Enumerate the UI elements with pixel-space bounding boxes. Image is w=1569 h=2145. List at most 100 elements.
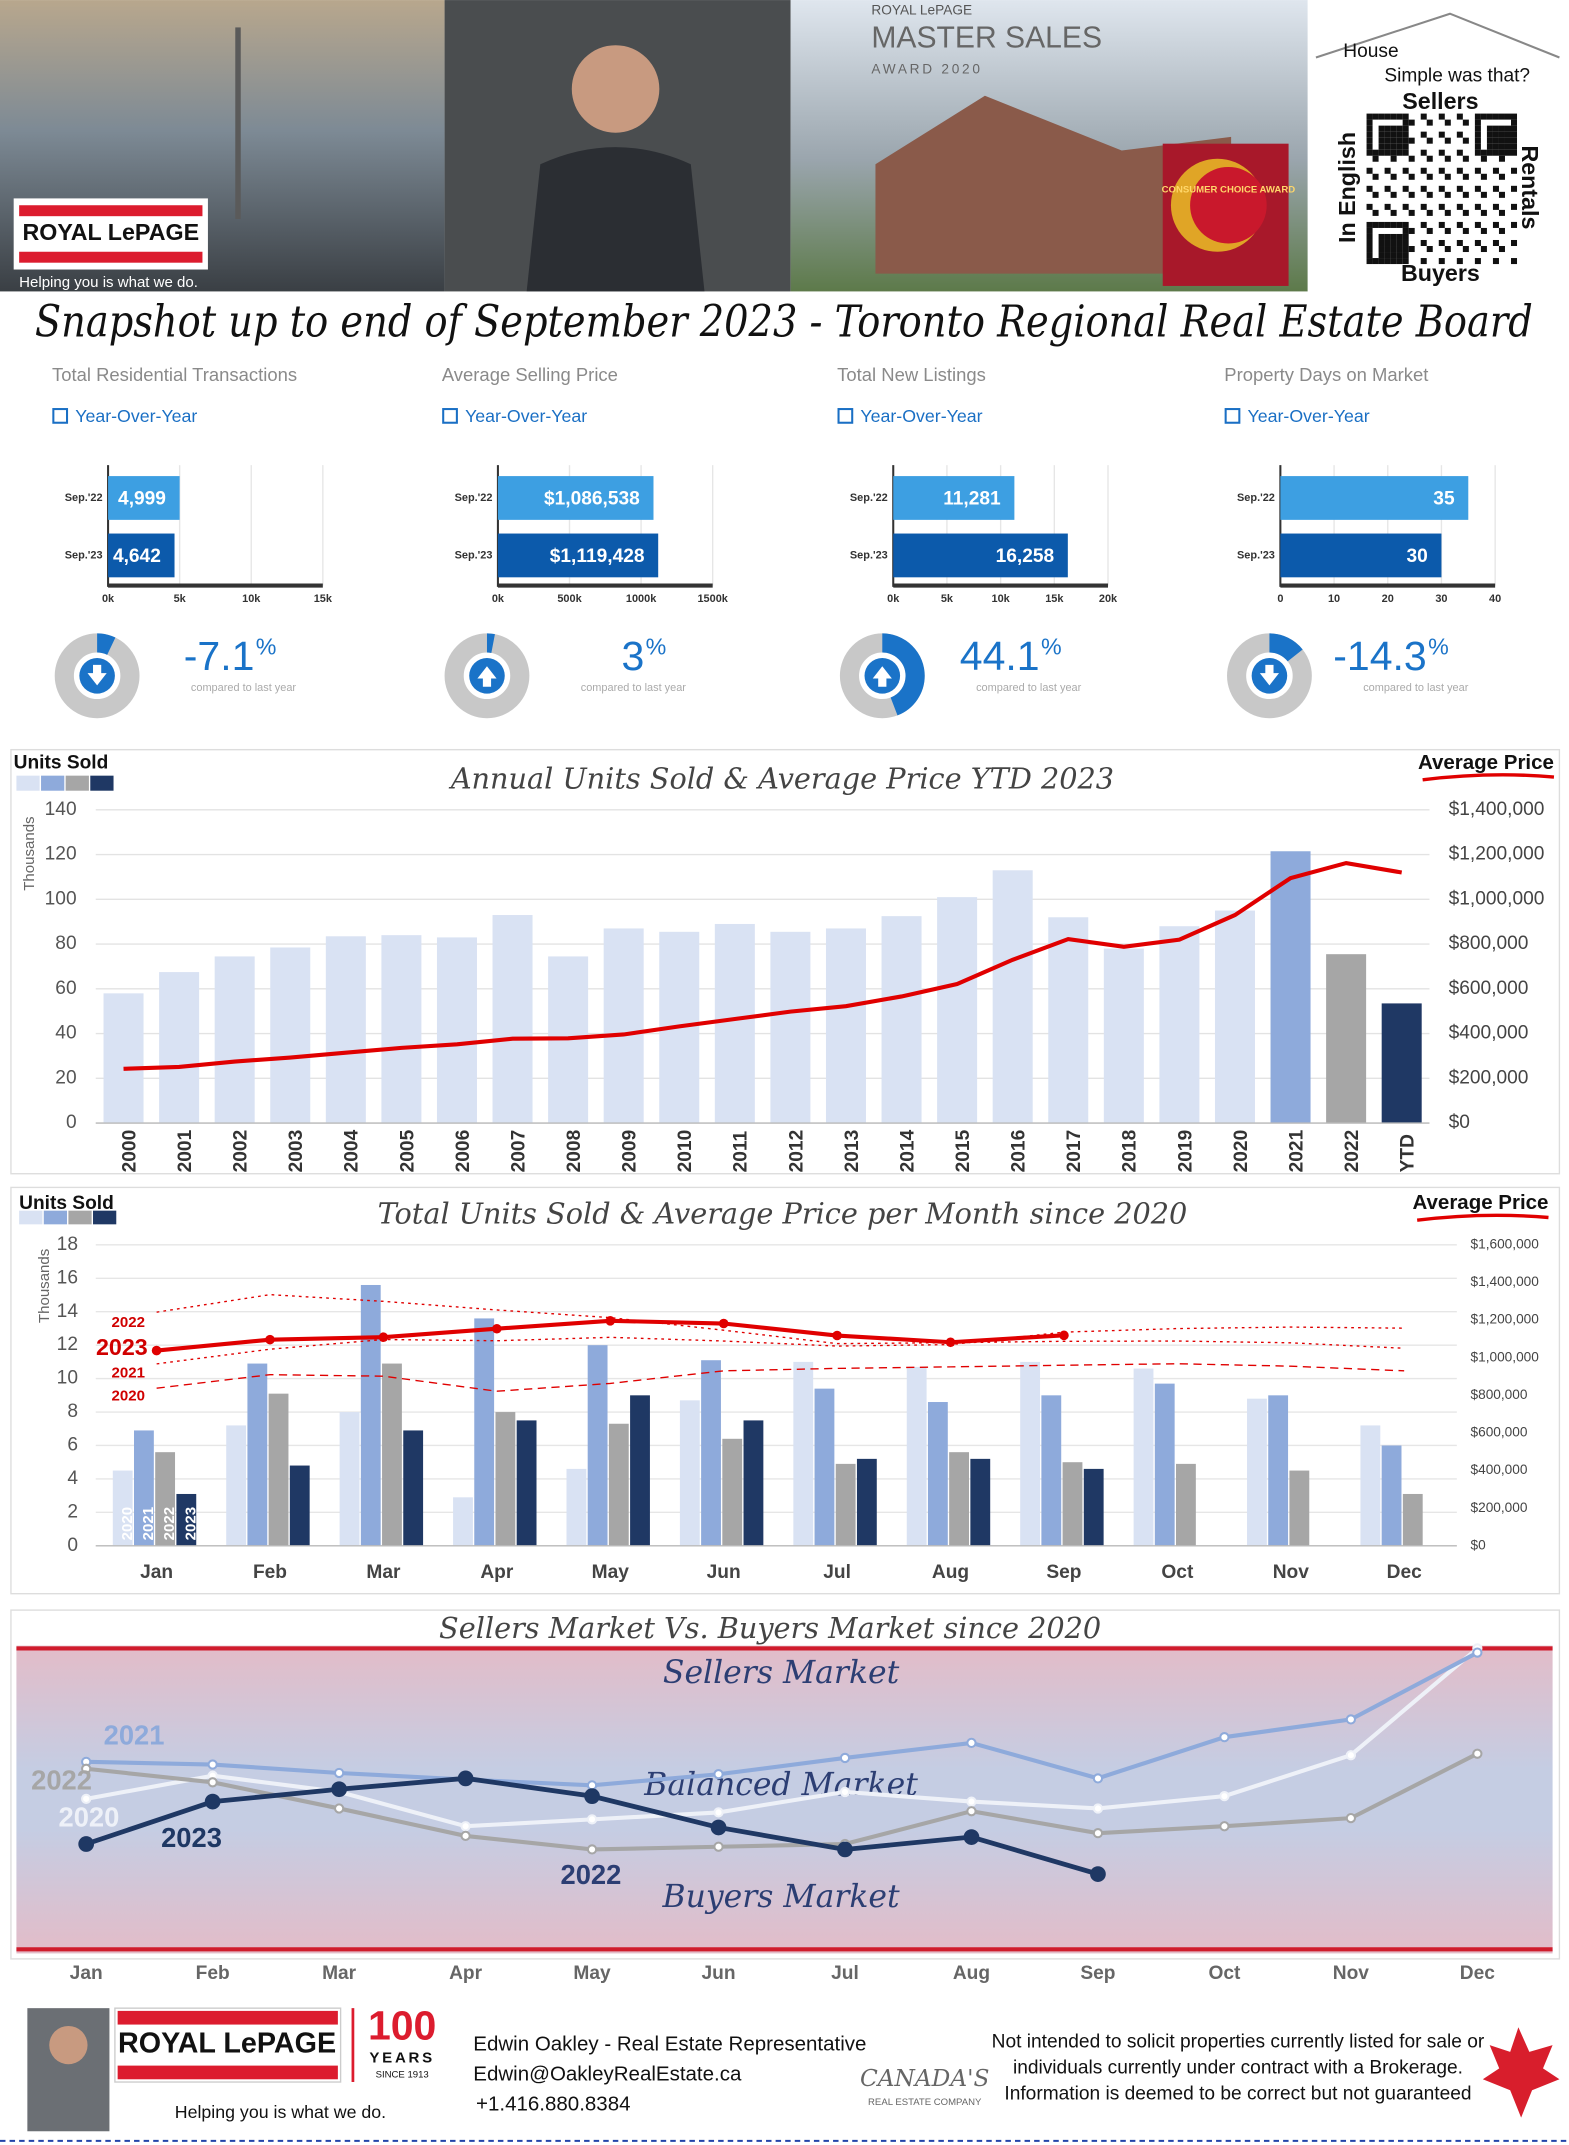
market-point — [207, 1759, 218, 1770]
bar — [835, 1463, 856, 1546]
y-tick-label: 2 — [67, 1501, 78, 1522]
x-tick-label: Nov — [1273, 1562, 1310, 1583]
legend-line — [1416, 1213, 1549, 1222]
qr-cell — [1444, 119, 1451, 126]
qr-cell — [1511, 137, 1518, 144]
change-unit: % — [646, 634, 667, 660]
price-point — [945, 1337, 956, 1348]
qr-cell — [1474, 149, 1481, 156]
value-label: 4,642 — [113, 546, 161, 567]
y2-tick-label: $0 — [1471, 1537, 1487, 1552]
bar — [1159, 926, 1200, 1124]
qr-code — [1366, 113, 1518, 265]
house — [875, 95, 1232, 274]
bar — [1326, 954, 1367, 1124]
qr-cell — [1420, 221, 1427, 228]
qr-cell — [1474, 203, 1481, 210]
y-tick-label: 120 — [45, 844, 77, 865]
x-tick-label: Dec — [1387, 1562, 1422, 1583]
calendar-icon — [1224, 408, 1241, 424]
bar — [825, 928, 866, 1124]
bar — [133, 1430, 154, 1546]
qr-cell — [1372, 173, 1379, 180]
value-label: 30 — [1406, 546, 1427, 567]
bar — [743, 1420, 764, 1546]
x-tick-label: 2008 — [564, 1129, 585, 1172]
bar — [108, 476, 180, 520]
category-label: Sep.'22 — [65, 492, 103, 504]
bar — [793, 1361, 814, 1546]
qr-cell — [1408, 191, 1415, 198]
market-point — [584, 1788, 600, 1805]
qr-cell — [1456, 239, 1463, 247]
y-axis-label: Thousands — [21, 816, 38, 890]
qr-cell — [1366, 149, 1373, 156]
y-tick-label: 0 — [66, 1112, 77, 1133]
bar — [701, 1360, 721, 1546]
x-tick-label: 20 — [1382, 593, 1394, 605]
qr-cell — [1378, 221, 1385, 228]
qr-cell — [1420, 149, 1427, 156]
donut-track — [1227, 633, 1312, 719]
bar — [1270, 851, 1311, 1124]
change-note: compared to last year — [191, 682, 297, 694]
y2-tick-label: $200,000 — [1449, 1067, 1529, 1088]
x-tick-label: 2020 — [1231, 1130, 1252, 1173]
market-point — [713, 1769, 724, 1780]
market-point — [1092, 1828, 1104, 1839]
calendar-icon — [837, 408, 854, 424]
tagline: Helping you is what we do. — [19, 274, 198, 291]
qr-cell — [1438, 185, 1445, 192]
y-tick-label: 18 — [57, 1234, 78, 1255]
qr-cell — [1390, 191, 1397, 198]
qr-right: Rentals — [1517, 145, 1543, 229]
series-label: 2021 — [104, 1720, 165, 1751]
x-tick-label: 30 — [1435, 593, 1447, 605]
legend-label: Average Price — [1418, 751, 1554, 774]
market-point — [457, 1770, 474, 1787]
bar — [949, 1452, 969, 1546]
qr-cell — [1402, 246, 1409, 253]
qr-cell — [1390, 173, 1397, 180]
legend-label: Average Price — [1412, 1191, 1548, 1214]
market-point — [1345, 1750, 1357, 1761]
x-tick-label: 2015 — [953, 1129, 974, 1172]
legend-swatch — [43, 1210, 68, 1225]
qr-cell — [1402, 167, 1409, 174]
qr-cell — [1456, 221, 1463, 228]
bar — [714, 923, 755, 1124]
series-label: 2020 — [58, 1802, 119, 1833]
x-tick-label: 1500k — [697, 593, 728, 605]
bar — [1381, 1003, 1422, 1124]
market-point — [966, 1737, 977, 1749]
bar — [856, 1458, 877, 1546]
qr-cell — [1492, 185, 1499, 192]
qr-cell — [1396, 125, 1403, 132]
calendar-icon — [442, 408, 458, 424]
bar — [159, 972, 200, 1124]
qr-cell — [1408, 246, 1415, 253]
price-line — [156, 1326, 1405, 1365]
qr-cell — [1498, 209, 1505, 216]
qr-cell — [1480, 113, 1487, 120]
market-point — [460, 1830, 471, 1842]
bar — [214, 956, 255, 1124]
logo-stripe — [117, 2010, 338, 2025]
bar — [1402, 1493, 1423, 1546]
x-tick-label: Jan — [140, 1562, 173, 1583]
qr-cell — [1402, 185, 1409, 192]
qr-cell — [1378, 149, 1385, 156]
price-line — [123, 860, 1403, 1071]
qr-cell — [1366, 252, 1373, 259]
qr-cell — [1396, 233, 1403, 240]
kpi-subtitle: Year-Over-Year — [860, 406, 982, 426]
qr-cell — [1511, 185, 1518, 192]
logo-stripe — [19, 205, 203, 217]
x-tick-label: 2016 — [1009, 1130, 1030, 1173]
qr-cell — [1456, 149, 1463, 156]
x-tick-label: Nov — [1333, 1963, 1370, 1984]
market-point — [78, 1836, 95, 1852]
qr-cell — [1462, 191, 1469, 198]
qr-cell — [1462, 227, 1469, 234]
kpi-subtitle: Year-Over-Year — [465, 406, 587, 426]
